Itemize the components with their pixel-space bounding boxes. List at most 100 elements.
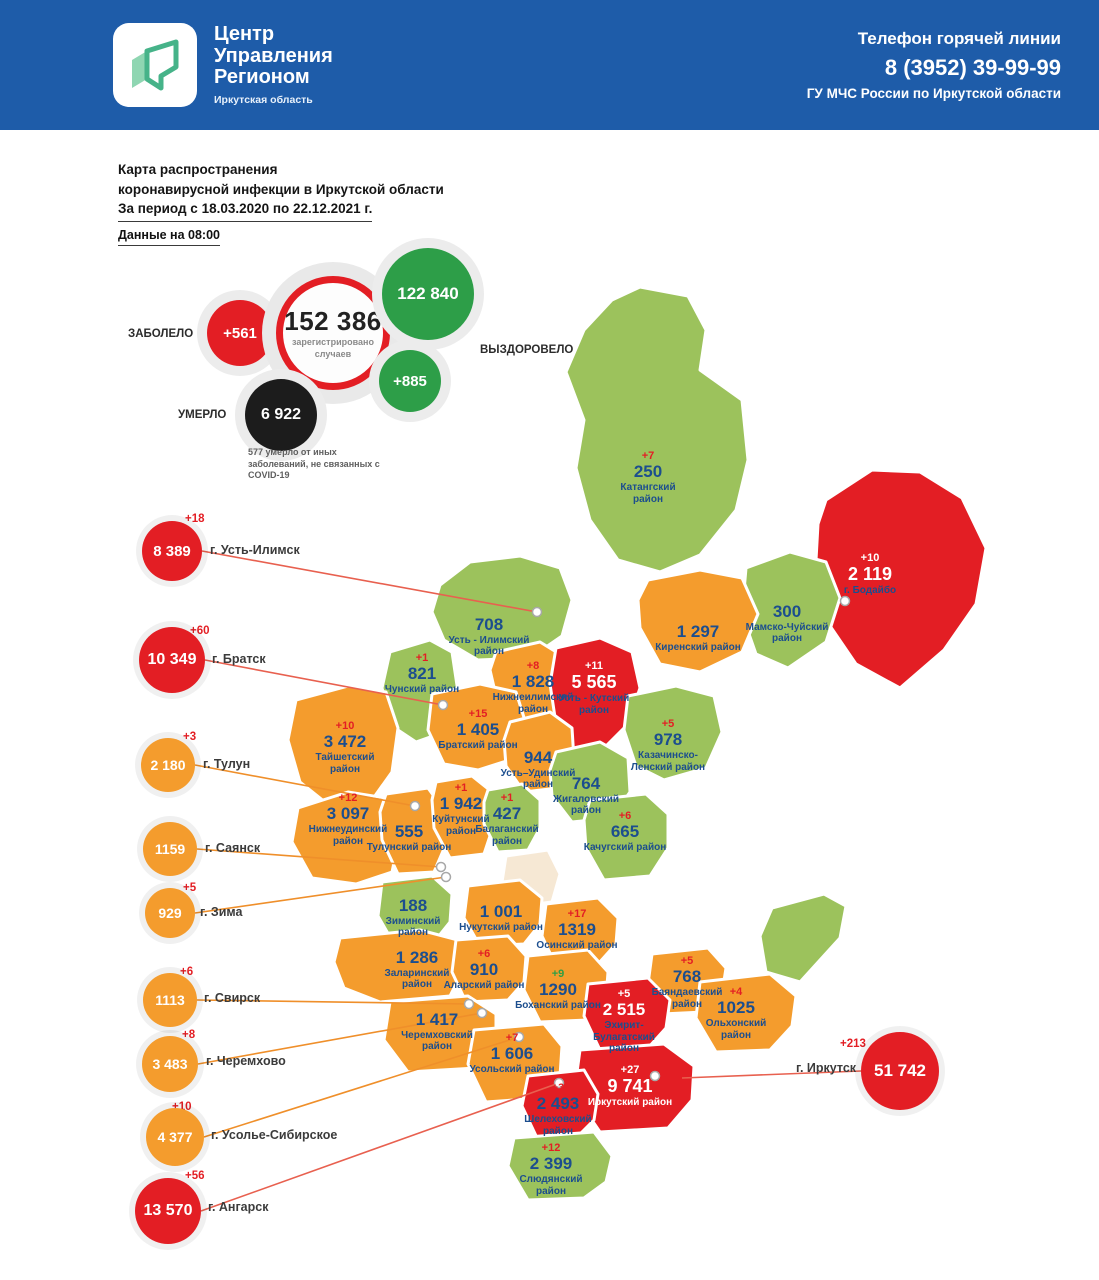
district-delta: +1 [454, 782, 468, 794]
district-label-zalarinsky: 1 286 Заларинский район [374, 948, 460, 990]
died-circle: 6 922 [245, 379, 317, 451]
city-circle-svirsk: 1113 [143, 973, 197, 1027]
district-name: Киренский район [655, 642, 741, 654]
district-name: Боханский район [515, 1000, 601, 1012]
city-delta: +213 [840, 1038, 866, 1050]
city-value: 2 180 [150, 757, 186, 773]
city-delta: +8 [182, 1029, 196, 1041]
city-name: г. Иркутск [796, 1061, 857, 1075]
district-label-zhigalovsky: 764 Жигаловский район [543, 774, 629, 816]
city-circle-zima: 929 [145, 888, 195, 938]
district-label-irkutsky: +27 9 741 Иркутский район [587, 1064, 673, 1109]
district-label-ust-kutsky: +11 5 565 Усть - Кутский район [551, 660, 637, 716]
city-name: г. Усть-Илимск [210, 543, 300, 557]
district-value: 1 942 [439, 794, 483, 814]
district-value: 1 417 [415, 1010, 459, 1029]
district-label-chunsky: +1 821 Чунский район [379, 652, 465, 696]
district-name: Шелеховский район [524, 1114, 592, 1137]
district-label-bokhansky: +9 1290 Боханский район [515, 968, 601, 1012]
district-value: 2 515 [602, 1000, 646, 1020]
district-name: Усть–Удинский район [500, 768, 576, 791]
district-name: Братский район [438, 740, 518, 752]
tsur-logo-icon [112, 22, 198, 108]
city-delta: +3 [183, 731, 197, 743]
total-cases-caption-2: случаев [314, 348, 352, 359]
city-delta: +6 [180, 966, 194, 978]
recovered-delta-value: +885 [393, 372, 427, 390]
district-label-bayandaevsky: +5 768 Баяндаевский район [644, 955, 730, 1010]
sick-label: ЗАБОЛЕЛО [128, 328, 194, 340]
district-name: Тайшетский район [315, 752, 375, 775]
district-delta: +4 [729, 986, 743, 998]
district-value: 1319 [558, 920, 596, 940]
district-label-ekhirit-bulagatsky: +5 2 515 Эхирит-Булагатский район [581, 988, 667, 1054]
city-name: г. Тулун [203, 757, 251, 771]
district-label-taishetsky: +10 3 472 Тайшетский район [302, 720, 388, 775]
map-title: Карта распространения коронавирусной инф… [118, 160, 444, 222]
city-delta: +60 [190, 625, 210, 637]
district-label-osinsky: +17 1319 Осинский район [534, 908, 620, 952]
district-name: Балаганский район [475, 824, 539, 847]
city-circle-bratsk: 10 349 [139, 627, 205, 693]
district-value: 2 399 [529, 1154, 573, 1174]
city-value: 3 483 [152, 1056, 188, 1072]
district-value: 978 [653, 730, 683, 750]
city-marker-dot [463, 998, 475, 1010]
district-name: Ольхонский район [705, 1018, 767, 1041]
district-value: 821 [407, 664, 437, 684]
city-delta: +5 [183, 882, 197, 894]
logo-subtitle: Иркутская область [214, 93, 313, 106]
title-line-3: За период с 18.03.2020 по 22.12.2021 г. [118, 199, 373, 222]
district-name: Жигаловский район [552, 794, 619, 817]
district-value: 1 405 [456, 720, 500, 740]
city-circle-angarsk: 13 570 [135, 1178, 201, 1244]
district-name: Нукутский район [459, 922, 543, 934]
district-name: Тулунский район [366, 842, 452, 854]
logo: Центр Управления Регионом Иркутская обла… [112, 22, 333, 108]
sick-delta-value: +561 [223, 324, 257, 342]
logo-line-3: Регионом [214, 66, 310, 89]
data-timestamp: Данные на 08:00 [118, 228, 221, 246]
logo-text: Центр Управления Регионом Иркутская обла… [214, 24, 333, 106]
city-value: 4 377 [157, 1129, 193, 1145]
district-delta: +3 [551, 1082, 565, 1094]
city-name: г. Черемхово [206, 1054, 286, 1068]
district-name: Слюдянский район [519, 1174, 583, 1197]
district-value: 910 [469, 960, 499, 980]
district-name: Усть - Кутский район [558, 693, 630, 716]
district-name: Иркутский район [587, 1097, 673, 1109]
district-delta: +12 [541, 1142, 561, 1154]
city-value: 10 349 [147, 651, 197, 668]
recovered-delta-circle: +885 [379, 350, 441, 412]
district-value: 944 [523, 748, 553, 767]
district-name: Нижнеилимский район [492, 692, 574, 715]
district-delta: +8 [526, 660, 540, 672]
district-delta: +10 [860, 552, 880, 564]
district-value: 188 [398, 896, 428, 915]
district-label-katangsky: +7 250 Катангский район [605, 450, 691, 505]
district-label-mamsko-chuysky: 300 Мамско-Чуйский район [744, 602, 830, 644]
city-value: 1113 [155, 992, 185, 1008]
city-circle-sayansk: 1159 [143, 822, 197, 876]
callout-line-angarsk [200, 1082, 560, 1212]
city-value: 1159 [154, 841, 186, 857]
district-value: 1 606 [490, 1044, 534, 1064]
district-label-nukutsky: 1 001 Нукутский район [458, 902, 544, 933]
logo-line-1: Центр [214, 23, 275, 46]
district-delta: +11 [584, 660, 604, 672]
city-circle-ust-ilimsk: 8 389 [142, 521, 202, 581]
district-name: Казачинско-Ленский район [630, 750, 706, 773]
city-marker-dot [440, 871, 452, 883]
city-circle-irkutsk: 51 742 [861, 1032, 939, 1110]
district-label-bratsky: +15 1 405 Братский район [435, 708, 521, 752]
district-label-olkhonsky: +4 1025 Ольхонский район [693, 986, 779, 1041]
district-name: Качугский район [583, 842, 667, 854]
district-delta: +1 [500, 792, 514, 804]
died-value: 6 922 [260, 406, 302, 423]
city-name: г. Братск [212, 652, 266, 666]
district-delta: +7 [641, 450, 655, 462]
district-delta: +1 [415, 652, 429, 664]
city-name: г. Усолье-Сибирское [211, 1128, 338, 1142]
district-name: Катангский район [620, 482, 676, 505]
